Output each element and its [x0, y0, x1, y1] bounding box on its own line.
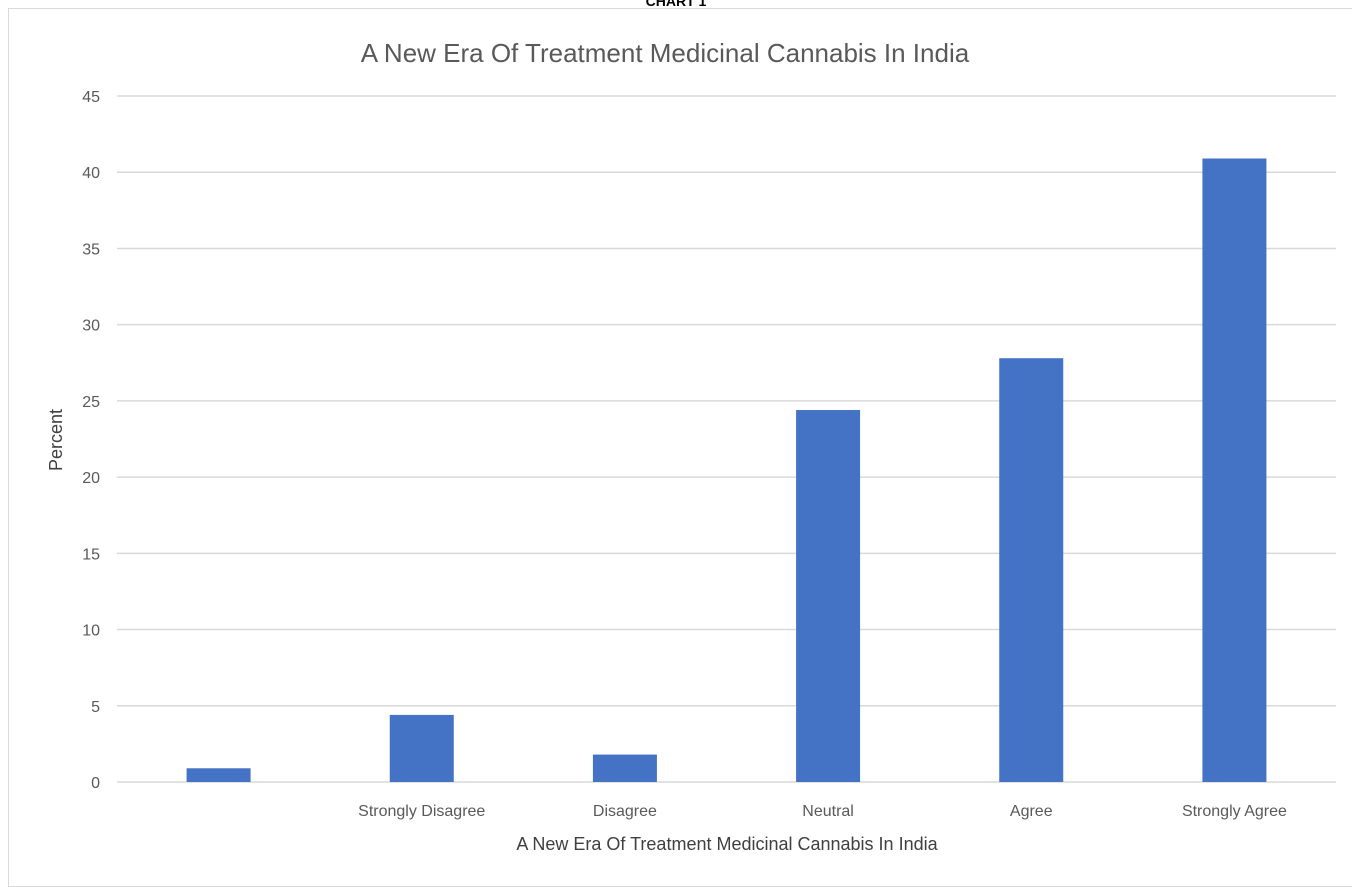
y-tick-label: 35 [82, 241, 100, 258]
y-tick-label: 5 [91, 699, 100, 716]
bar [186, 768, 251, 782]
x-axis-title: A New Era Of Treatment Medicinal Cannabi… [516, 834, 938, 854]
x-tick-label: Disagree [593, 803, 657, 820]
x-tick-label: Strongly Disagree [358, 803, 485, 820]
y-tick-label: 0 [91, 775, 100, 792]
bar [999, 358, 1064, 782]
bar [592, 754, 657, 782]
y-tick-label: 40 [82, 165, 100, 182]
x-tick-label: Strongly Agree [1182, 803, 1287, 820]
chart-title: A New Era Of Treatment Medicinal Cannabi… [361, 38, 970, 68]
bar [389, 714, 454, 782]
y-axis-title: Percent [46, 409, 66, 471]
y-tick-label: 30 [82, 318, 100, 335]
y-tick-label: 45 [82, 89, 100, 106]
page-caption: CHART 1 [645, 0, 707, 9]
x-tick-label: Agree [1010, 803, 1053, 820]
y-tick-label: 15 [82, 546, 100, 563]
y-axis-ticks: 0 5 10 15 20 25 30 35 40 45 [82, 89, 100, 792]
x-tick-label: Neutral [802, 803, 854, 820]
y-tick-label: 25 [82, 394, 100, 411]
bar [796, 410, 861, 782]
bars [186, 158, 1267, 783]
y-tick-label: 10 [82, 623, 100, 640]
y-tick-label: 20 [82, 470, 100, 487]
bar [1202, 158, 1267, 783]
x-axis-ticks: Strongly Disagree Disagree Neutral Agree Str… [358, 803, 1287, 820]
gridlines [117, 95, 1336, 783]
